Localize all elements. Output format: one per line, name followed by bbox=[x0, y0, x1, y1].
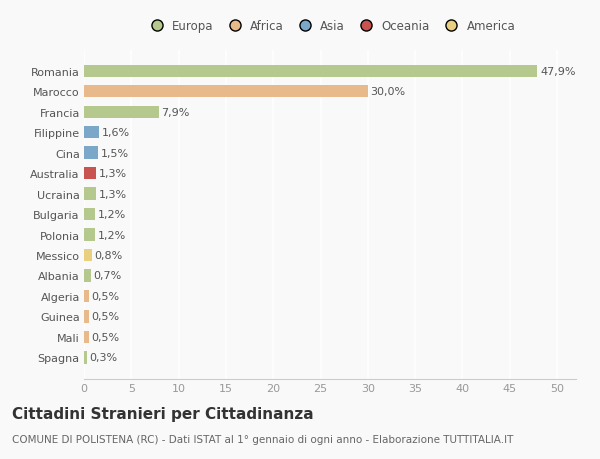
Text: 1,2%: 1,2% bbox=[98, 230, 127, 240]
Text: 0,5%: 0,5% bbox=[92, 312, 119, 322]
Text: 30,0%: 30,0% bbox=[371, 87, 406, 97]
Text: COMUNE DI POLISTENA (RC) - Dati ISTAT al 1° gennaio di ogni anno - Elaborazione : COMUNE DI POLISTENA (RC) - Dati ISTAT al… bbox=[12, 434, 514, 444]
Bar bbox=[84, 168, 97, 180]
Text: Cittadini Stranieri per Cittadinanza: Cittadini Stranieri per Cittadinanza bbox=[12, 406, 314, 421]
Bar bbox=[84, 208, 95, 221]
Bar bbox=[84, 127, 99, 139]
Text: 1,5%: 1,5% bbox=[101, 148, 129, 158]
Bar bbox=[84, 331, 89, 343]
Text: 47,9%: 47,9% bbox=[540, 67, 575, 77]
Text: 7,9%: 7,9% bbox=[161, 107, 190, 118]
Text: 1,3%: 1,3% bbox=[99, 189, 127, 199]
Bar bbox=[84, 249, 92, 262]
Legend: Europa, Africa, Asia, Oceania, America: Europa, Africa, Asia, Oceania, America bbox=[145, 20, 515, 33]
Text: 0,3%: 0,3% bbox=[89, 353, 118, 363]
Bar bbox=[84, 229, 95, 241]
Text: 0,8%: 0,8% bbox=[94, 251, 122, 260]
Text: 1,2%: 1,2% bbox=[98, 210, 127, 219]
Text: 0,5%: 0,5% bbox=[92, 291, 119, 301]
Text: 1,3%: 1,3% bbox=[99, 169, 127, 179]
Bar bbox=[84, 106, 159, 118]
Text: 0,7%: 0,7% bbox=[94, 271, 122, 281]
Bar bbox=[84, 352, 87, 364]
Bar bbox=[84, 270, 91, 282]
Bar bbox=[84, 290, 89, 302]
Text: 1,6%: 1,6% bbox=[102, 128, 130, 138]
Bar bbox=[84, 65, 537, 78]
Bar bbox=[84, 86, 368, 98]
Bar bbox=[84, 311, 89, 323]
Bar bbox=[84, 147, 98, 159]
Bar bbox=[84, 188, 97, 200]
Text: 0,5%: 0,5% bbox=[92, 332, 119, 342]
